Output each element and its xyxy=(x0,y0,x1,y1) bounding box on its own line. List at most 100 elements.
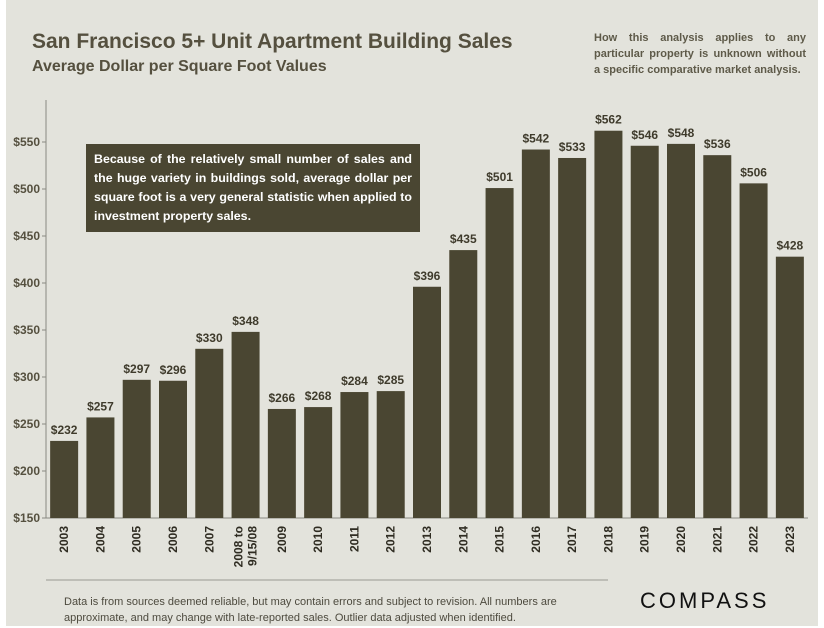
bar-2005 xyxy=(122,379,151,518)
bar-2023 xyxy=(775,256,804,518)
data-label: $548 xyxy=(668,126,695,140)
y-tick-label: $500 xyxy=(13,182,40,196)
x-tick-label-text: 2021 xyxy=(710,526,724,553)
y-tick-label: $550 xyxy=(13,135,40,149)
y-tick-label: $250 xyxy=(13,417,40,431)
x-tick-label: 2019 xyxy=(638,526,652,553)
footer-line-2: approximate, and may change with late-re… xyxy=(64,612,516,624)
data-label: $268 xyxy=(305,389,332,403)
x-tick-label-text: 2014 xyxy=(456,526,470,553)
bar-2021 xyxy=(703,155,732,518)
x-tick-label: 2022 xyxy=(747,526,761,553)
compass-logo: COMPASS xyxy=(640,588,770,613)
x-tick-label-text: 2013 xyxy=(420,526,434,553)
bar-2006 xyxy=(159,380,187,518)
bar-2013 xyxy=(413,286,441,518)
x-tick-label-text: 2003 xyxy=(57,526,71,553)
x-tick-label-text: 2016 xyxy=(529,526,543,553)
bar-2012 xyxy=(376,391,405,518)
x-tick-label-text: 2022 xyxy=(747,526,761,553)
x-tick-label-text: 2017 xyxy=(565,526,579,553)
x-tick-label: 2014 xyxy=(456,526,470,553)
y-tick-label: $450 xyxy=(13,229,40,243)
chart-subtitle: Average Dollar per Square Foot Values xyxy=(32,58,327,75)
x-tick-label-text: 2007 xyxy=(202,526,216,553)
x-tick-label-text: 2004 xyxy=(93,526,107,553)
bar-2016 xyxy=(521,149,550,518)
x-tick-label-line: 2008 to xyxy=(232,526,246,567)
x-tick-label: 2008 to 9/15/08 xyxy=(232,526,260,568)
bar-2015 xyxy=(485,188,514,518)
x-tick-label-line: 9/15/08 xyxy=(246,526,260,566)
x-tick-label-text: 2009 xyxy=(275,526,289,553)
data-label: $428 xyxy=(777,239,804,253)
x-tick-label-text: 2020 xyxy=(674,526,688,553)
data-label: $232 xyxy=(51,423,78,437)
x-tick-label: 2006 xyxy=(166,526,180,553)
x-tick-label: 2013 xyxy=(420,526,434,553)
x-tick-label: 2003 xyxy=(57,526,71,553)
bar-2003 xyxy=(50,440,79,518)
disclaimer-text: How this analysis applies to any particu… xyxy=(594,32,806,76)
y-tick-label: $300 xyxy=(13,370,40,384)
bar-2007 xyxy=(195,348,224,518)
bar-2009 xyxy=(267,408,296,518)
data-label: $257 xyxy=(87,399,114,413)
x-tick-label-text: 2015 xyxy=(493,526,507,553)
x-tick-label: 2020 xyxy=(674,526,688,553)
chart-title: San Francisco 5+ Unit Apartment Building… xyxy=(32,30,513,53)
x-tick-label-text: 2005 xyxy=(130,526,144,553)
data-label: $330 xyxy=(196,331,223,345)
footer-line-1: Data is from sources deemed reliable, bu… xyxy=(64,596,557,608)
data-label: $533 xyxy=(559,140,586,154)
x-tick-label-text: 2019 xyxy=(638,526,652,553)
x-tick-label-text: 2010 xyxy=(311,526,325,553)
x-tick-label: 2005 xyxy=(130,526,144,553)
data-label: $506 xyxy=(740,165,767,179)
data-label: $296 xyxy=(160,363,187,377)
bar-2020 xyxy=(667,143,695,518)
data-label: $285 xyxy=(377,373,404,387)
bar-2004 xyxy=(86,417,115,518)
x-tick-label: 2012 xyxy=(384,526,398,553)
data-label: $536 xyxy=(704,137,731,151)
footer-note: Data is from sources deemed reliable, bu… xyxy=(64,594,624,626)
bar-2022 xyxy=(739,183,768,519)
x-tick-label-text: 2023 xyxy=(783,526,797,553)
data-label: $435 xyxy=(450,232,477,246)
data-label: $501 xyxy=(486,170,513,184)
x-tick-label: 2009 xyxy=(275,526,289,553)
bar-2014 xyxy=(449,250,478,518)
data-label: $348 xyxy=(232,314,259,328)
x-tick-label: 2015 xyxy=(493,526,507,553)
bar-2010 xyxy=(304,407,333,518)
data-label: $546 xyxy=(631,128,658,142)
x-tick-label: 2011 xyxy=(347,526,361,552)
x-tick-label: 2007 xyxy=(202,526,216,553)
x-tick-label: 2021 xyxy=(710,526,724,553)
bar-2019 xyxy=(630,145,659,518)
y-tick-label: $200 xyxy=(13,464,40,478)
x-tick-label-text: 2011 xyxy=(347,526,361,552)
x-tick-label-text: 2012 xyxy=(384,526,398,553)
x-tick-label: 2017 xyxy=(565,526,579,553)
data-label: $562 xyxy=(595,113,622,127)
data-label: $396 xyxy=(414,269,441,283)
data-label: $297 xyxy=(123,362,150,376)
x-tick-label: 2023 xyxy=(783,526,797,553)
y-tick-label: $150 xyxy=(13,511,40,525)
annotation-box: Because of the relatively small number o… xyxy=(86,144,420,232)
x-tick-label-text: 2006 xyxy=(166,526,180,553)
x-tick-label: 2016 xyxy=(529,526,543,553)
x-tick-label: 2018 xyxy=(601,526,615,553)
data-label: $284 xyxy=(341,374,368,388)
x-tick-label: 2004 xyxy=(93,526,107,553)
data-label: $266 xyxy=(269,391,296,405)
y-tick-label: $350 xyxy=(13,323,40,337)
x-tick-label: 2010 xyxy=(311,526,325,553)
bar-2017 xyxy=(558,157,587,519)
bar-2008-to-9-15-08 xyxy=(231,331,260,518)
data-label: $542 xyxy=(523,132,550,146)
y-tick-label: $400 xyxy=(13,276,40,290)
